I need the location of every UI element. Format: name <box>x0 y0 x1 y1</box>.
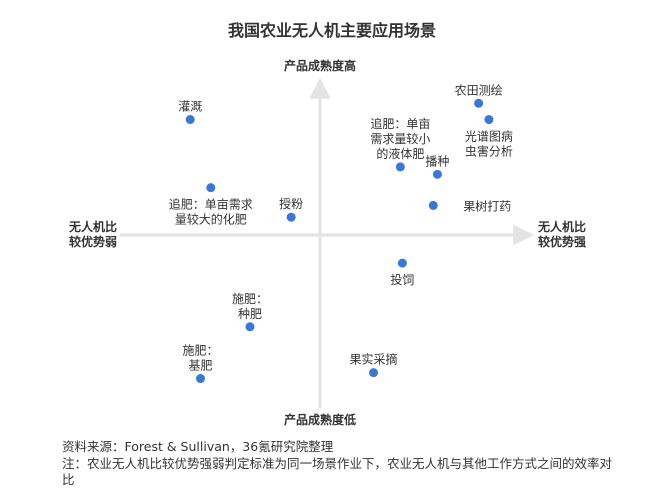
y-axis-bottom-label: 产品成熟度低 <box>284 412 356 427</box>
source-note: 资料来源：Forest & Sullivan，36氪研究院整理 <box>62 439 334 454</box>
data-point-12 <box>369 368 379 378</box>
data-label-9: 投饲 <box>390 272 414 287</box>
data-label-11: 施肥：基肥 <box>183 344 219 373</box>
data-label-12: 果实采摘 <box>350 352 398 367</box>
data-label-5: 播种 <box>425 154 449 168</box>
data-label-6: 追肥：单亩需求量较大的化肥 <box>169 197 253 227</box>
data-point-7 <box>428 200 438 210</box>
data-point-1 <box>474 98 484 108</box>
footnote: 注：农业无人机比较优势强弱判定标准为同一场景作业下，农业无人机与其他工作方式之间… <box>62 456 613 487</box>
x-axis-left-label: 无人机比较优势弱 <box>68 219 117 249</box>
data-label-7: 果树打药 <box>463 198 511 213</box>
data-point-11 <box>196 374 206 384</box>
data-label-10: 施肥：种肥 <box>232 292 268 321</box>
data-point-10 <box>245 322 255 332</box>
data-point-8 <box>286 212 296 222</box>
data-point-9 <box>397 258 407 268</box>
data-point-3 <box>185 115 195 125</box>
x-axis-right-label: 无人机比较优势强 <box>537 219 586 249</box>
data-label-4: 追肥：单亩需求量较小的液体肥 <box>370 116 430 161</box>
data-point-5 <box>432 169 442 179</box>
data-label-8: 授粉 <box>279 196 303 211</box>
data-label-2: 光谱图病虫害分析 <box>465 129 513 159</box>
data-point-6 <box>206 183 216 193</box>
data-point-4 <box>395 162 405 172</box>
y-axis-top-label: 产品成熟度高 <box>284 58 356 73</box>
data-label-3: 灌溉 <box>178 100 202 114</box>
chart-title: 我国农业无人机主要应用场景 <box>228 21 436 40</box>
data-point-2 <box>484 115 494 125</box>
data-label-1: 农田测绘 <box>455 82 503 97</box>
